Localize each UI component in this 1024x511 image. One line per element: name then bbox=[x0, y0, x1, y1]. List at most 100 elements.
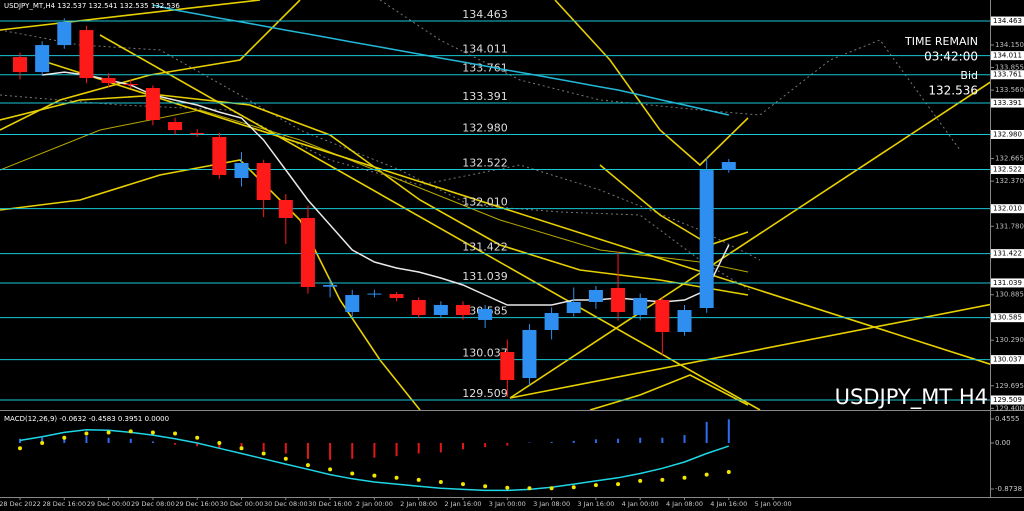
signal-dot bbox=[483, 484, 488, 489]
level-price-label: 130.585 bbox=[993, 314, 1022, 322]
level-price-label: 132.010 bbox=[993, 205, 1022, 213]
candle-body bbox=[500, 352, 515, 381]
signal-dot bbox=[438, 479, 443, 484]
ichimoku-cloud bbox=[0, 0, 961, 291]
signal-dot bbox=[239, 446, 244, 451]
level-price-box bbox=[991, 165, 1024, 175]
band-line bbox=[554, 0, 749, 167]
macd-y-tick-label: -0.8738 bbox=[995, 485, 1022, 493]
signal-dot bbox=[416, 477, 421, 482]
candle-body bbox=[655, 300, 670, 332]
bid-label: Bid bbox=[960, 69, 978, 82]
level-label: 131.422 bbox=[462, 241, 508, 254]
signal-dot bbox=[328, 467, 333, 472]
macd-y-tick-label: 0.00 bbox=[995, 439, 1011, 447]
level-label: 133.761 bbox=[462, 62, 508, 75]
signal-dot bbox=[726, 469, 731, 474]
signal-dot bbox=[283, 456, 288, 461]
x-tick-label: 3 Jan 08:00 bbox=[533, 500, 570, 508]
main-panel: 134.463 134.011 133.761 133.391 132.980 132.5… bbox=[0, 0, 990, 410]
level-label: 132.980 bbox=[462, 121, 508, 134]
x-tick-label: 5 Jan 00:00 bbox=[755, 500, 792, 508]
candle-body bbox=[478, 308, 493, 320]
signal-dot bbox=[305, 463, 310, 468]
candle-body bbox=[345, 295, 360, 313]
signal-dot bbox=[350, 471, 355, 476]
signal-dot bbox=[527, 486, 532, 491]
level-price-label: 129.509 bbox=[993, 396, 1022, 404]
macd-panel bbox=[18, 419, 731, 492]
x-tick-label: 29 Dec 16:00 bbox=[175, 500, 219, 508]
trend-line bbox=[0, 0, 261, 31]
candle-body bbox=[544, 313, 559, 330]
candle-body bbox=[234, 163, 249, 178]
candle-body bbox=[633, 298, 648, 315]
candle-body bbox=[13, 57, 27, 73]
level-price-box bbox=[991, 395, 1024, 405]
band-line bbox=[0, 109, 749, 273]
candle-body bbox=[323, 285, 338, 287]
trend-line bbox=[509, 81, 990, 399]
signal-dot bbox=[18, 446, 22, 451]
level-label: 133.391 bbox=[462, 90, 508, 103]
x-tick-label: 30 Dec 08:00 bbox=[264, 500, 308, 508]
signal-dot bbox=[261, 451, 266, 456]
signal-dot bbox=[150, 430, 155, 435]
candle-body bbox=[168, 122, 183, 131]
signal-dot bbox=[173, 431, 178, 436]
level-price-label: 131.039 bbox=[993, 279, 1022, 287]
moving-average bbox=[152, 4, 729, 116]
y-tick-label: 130.885 bbox=[995, 291, 1024, 299]
level-label: 132.522 bbox=[462, 157, 508, 170]
level-price-box bbox=[991, 129, 1024, 139]
y-tick-label: 133.855 bbox=[995, 64, 1024, 72]
x-tick-label: 2 Jan 08:00 bbox=[400, 500, 437, 508]
y-tick-label: 134.150 bbox=[995, 41, 1024, 49]
candle-body bbox=[57, 22, 72, 46]
trend-line bbox=[99, 34, 761, 410]
signal-dot bbox=[461, 482, 465, 487]
level-price-box bbox=[991, 70, 1024, 80]
signal-dot bbox=[682, 475, 687, 480]
x-tick-label: 3 Jan 00:00 bbox=[489, 500, 526, 508]
y-tick-label: 132.370 bbox=[995, 177, 1024, 185]
time-remain: 03:42:00 bbox=[924, 50, 978, 64]
candle-body bbox=[300, 218, 315, 287]
level-price-box bbox=[991, 313, 1024, 323]
x-tick-label: 2 Jan 00:00 bbox=[356, 500, 393, 508]
y-tick-label: 131.780 bbox=[995, 222, 1024, 230]
candle-body bbox=[411, 300, 426, 315]
signal-dot bbox=[106, 430, 111, 435]
trend-line bbox=[39, 59, 990, 365]
cloud-line bbox=[379, 0, 961, 151]
y-tick-label: 129.400 bbox=[995, 404, 1024, 412]
signal-dot bbox=[62, 435, 67, 440]
cloud-line bbox=[0, 94, 761, 261]
signal-dot bbox=[128, 429, 133, 434]
signal-dot bbox=[549, 486, 554, 491]
candle-body bbox=[278, 200, 293, 219]
candle-body bbox=[123, 83, 138, 86]
candle-body bbox=[145, 88, 160, 121]
y-tick-label: 132.665 bbox=[995, 155, 1024, 163]
signal-dot bbox=[195, 435, 200, 440]
signal-dot bbox=[372, 473, 377, 478]
level-price-box bbox=[991, 98, 1024, 108]
band-line bbox=[589, 374, 749, 410]
level-price-box bbox=[991, 355, 1024, 365]
level-label: 129.509 bbox=[462, 387, 508, 400]
macd-line bbox=[19, 429, 730, 492]
macd-title: MACD(12,26,9) -0.0632 -0.4583 0.3951 0.0… bbox=[4, 415, 169, 423]
x-tick-label: 29 Dec 00:00 bbox=[87, 500, 131, 508]
level-price-label: 130.037 bbox=[993, 356, 1022, 364]
signal-dot bbox=[217, 440, 222, 445]
level-price-box bbox=[991, 249, 1024, 259]
bid-value: 132.536 bbox=[928, 84, 978, 98]
band-line bbox=[599, 164, 749, 246]
x-tick-label: 3 Jan 16:00 bbox=[577, 500, 614, 508]
y-tick-label: 129.695 bbox=[995, 382, 1024, 390]
candle-body bbox=[101, 78, 116, 83]
signal-dot bbox=[571, 485, 576, 490]
level-price-label: 132.522 bbox=[993, 166, 1022, 174]
